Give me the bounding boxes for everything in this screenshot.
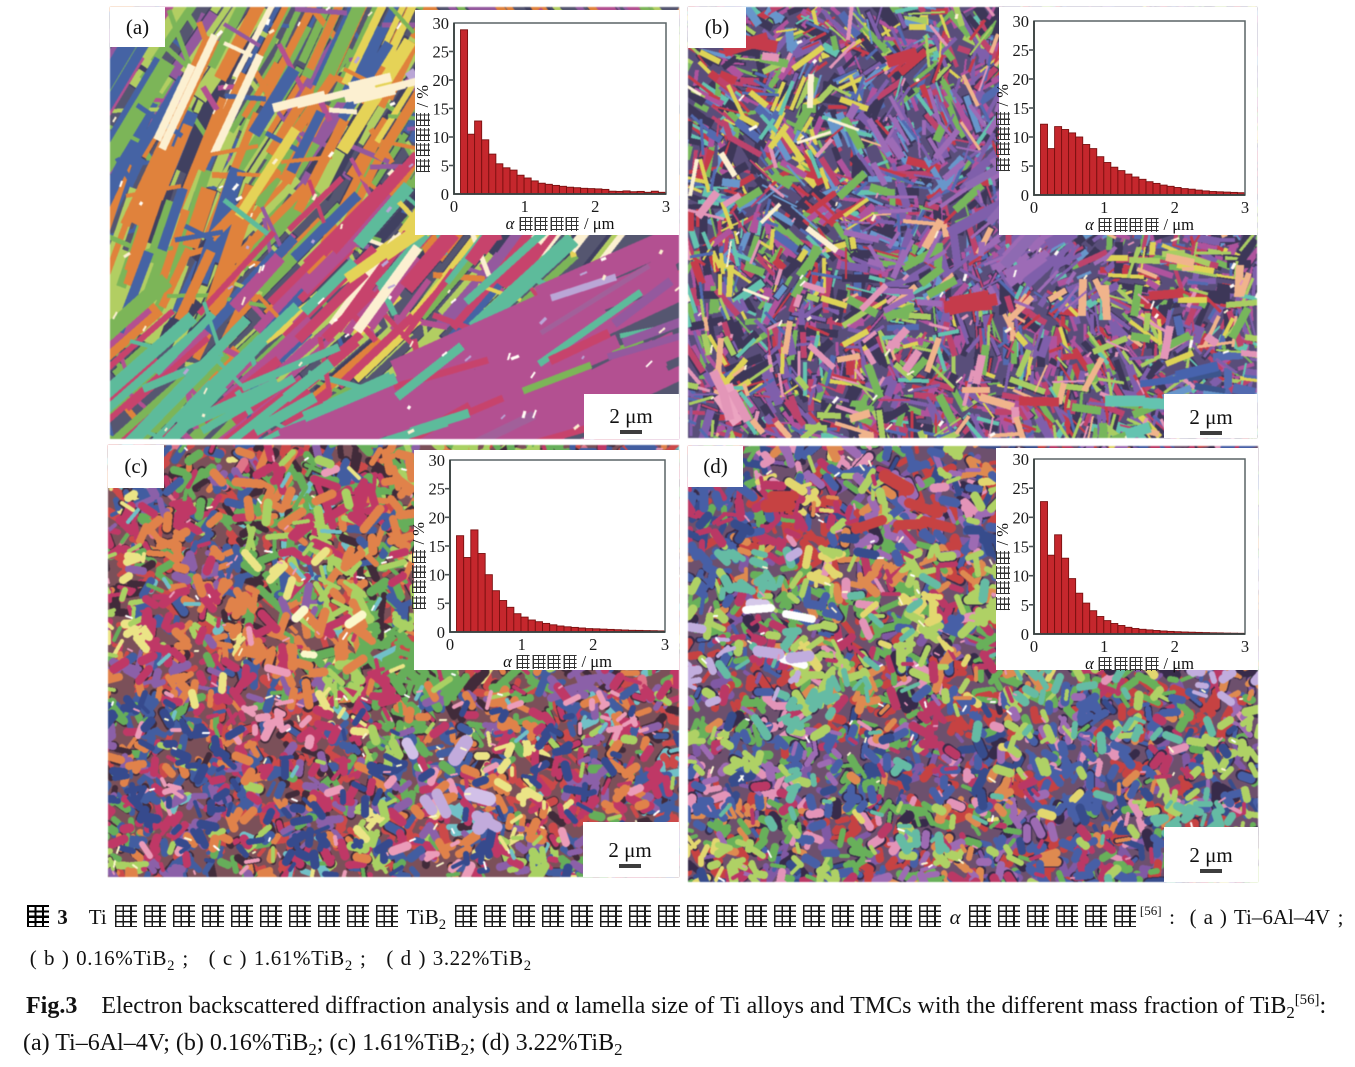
svg-text:2: 2: [591, 197, 599, 216]
svg-text:0: 0: [437, 623, 445, 642]
svg-text:20: 20: [1013, 70, 1030, 89]
svg-text:0: 0: [1021, 186, 1029, 205]
svg-text:10: 10: [1013, 567, 1030, 586]
svg-text:0: 0: [450, 197, 458, 216]
svg-text:25: 25: [1013, 479, 1030, 498]
svg-text:3: 3: [1241, 637, 1249, 656]
svg-text:10: 10: [429, 566, 446, 585]
svg-text:1: 1: [1100, 637, 1108, 656]
svg-text:5: 5: [437, 594, 445, 613]
svg-text:1: 1: [521, 197, 529, 216]
svg-text:1: 1: [1100, 198, 1108, 217]
svg-text:1: 1: [518, 635, 526, 654]
svg-text:10: 10: [1013, 128, 1030, 147]
svg-text:3: 3: [662, 197, 670, 216]
svg-text:5: 5: [1021, 596, 1029, 615]
svg-text:20: 20: [429, 508, 446, 527]
svg-text:2: 2: [1171, 198, 1179, 217]
svg-text:30: 30: [429, 451, 446, 470]
svg-text:3: 3: [1241, 198, 1249, 217]
svg-text:30: 30: [1013, 12, 1030, 31]
svg-text:2: 2: [589, 635, 597, 654]
svg-text:0: 0: [1030, 198, 1038, 217]
svg-text:5: 5: [441, 157, 449, 176]
svg-text:0: 0: [446, 635, 454, 654]
svg-text:25: 25: [429, 480, 446, 499]
svg-text:0: 0: [1021, 625, 1029, 644]
svg-text:20: 20: [433, 71, 450, 90]
svg-text:30: 30: [1013, 450, 1030, 469]
svg-text:5: 5: [1021, 157, 1029, 176]
svg-text:30: 30: [433, 14, 450, 33]
svg-text:2: 2: [1171, 637, 1179, 656]
svg-text:10: 10: [433, 128, 450, 147]
svg-text:15: 15: [433, 100, 450, 119]
svg-text:15: 15: [429, 537, 446, 556]
svg-text:0: 0: [1030, 637, 1038, 656]
svg-text:15: 15: [1013, 99, 1030, 118]
svg-text:25: 25: [433, 43, 450, 62]
svg-text:3: 3: [661, 635, 669, 654]
svg-text:20: 20: [1013, 508, 1030, 527]
svg-text:25: 25: [1013, 41, 1030, 60]
svg-text:15: 15: [1013, 538, 1030, 557]
svg-text:0: 0: [441, 185, 449, 204]
